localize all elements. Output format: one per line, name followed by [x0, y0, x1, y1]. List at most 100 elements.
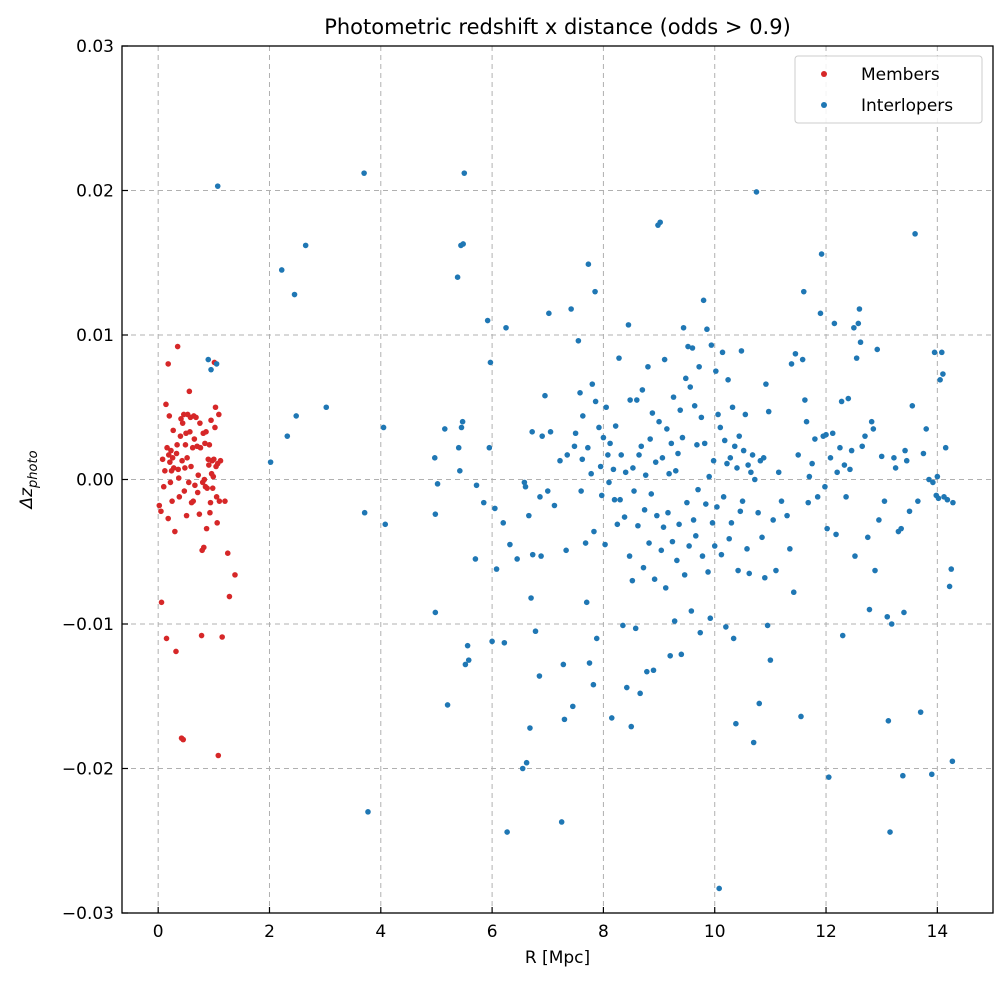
point-interlopers: [920, 450, 927, 457]
x-tick-label: 4: [375, 922, 386, 942]
point-interlopers: [788, 361, 795, 367]
point-interlopers: [662, 585, 669, 591]
point-interlopers: [667, 652, 674, 659]
point-interlopers: [649, 410, 656, 416]
point-interlopers: [537, 494, 543, 500]
point-interlopers: [522, 483, 529, 490]
point-interlopers: [665, 509, 671, 516]
point-interlopers: [884, 613, 891, 620]
point-interlopers: [464, 642, 471, 649]
point-members: [212, 404, 219, 411]
point-interlopers: [790, 589, 797, 596]
point-interlopers: [866, 606, 873, 613]
point-interlopers: [626, 553, 633, 559]
point-interlopers: [898, 525, 904, 532]
y-axis-label-base: Δz: [17, 487, 37, 511]
point-interlopers: [707, 615, 714, 622]
point-interlopers: [656, 418, 662, 425]
point-members: [168, 447, 174, 454]
point-interlopers: [455, 444, 462, 451]
point-members: [187, 429, 193, 435]
point-interlopers: [697, 629, 704, 636]
point-interlopers: [382, 521, 389, 528]
point-members: [163, 401, 169, 408]
point-interlopers: [666, 470, 672, 477]
point-interlopers: [648, 491, 655, 497]
legend-marker-members: [821, 71, 827, 77]
point-members: [163, 635, 170, 642]
point-interlopers: [618, 452, 625, 458]
point-interlopers: [792, 350, 799, 357]
point-interlopers: [859, 443, 866, 450]
point-interlopers: [705, 569, 711, 575]
point-interlopers: [857, 339, 864, 346]
point-members: [211, 456, 217, 463]
point-members: [198, 632, 205, 639]
point-interlopers: [444, 702, 451, 708]
point-interlopers: [432, 609, 439, 616]
point-members: [217, 457, 224, 464]
point-interlopers: [848, 447, 855, 454]
point-interlopers: [917, 709, 924, 715]
point-interlopers: [868, 418, 875, 425]
point-members: [203, 429, 209, 435]
point-interlopers: [365, 809, 371, 815]
point-interlopers: [660, 524, 667, 530]
point-interlopers: [937, 376, 943, 383]
point-interlopers: [454, 274, 461, 281]
point-members: [215, 752, 222, 759]
point-interlopers: [878, 453, 885, 460]
point-interlopers: [764, 622, 771, 629]
point-members: [214, 520, 220, 526]
point-interlopers: [654, 512, 660, 519]
point-members: [202, 440, 208, 447]
point-members: [158, 508, 164, 515]
point-interlopers: [864, 534, 871, 541]
point-interlopers: [688, 608, 695, 614]
point-members: [158, 599, 165, 606]
point-interlopers: [681, 572, 688, 578]
point-interlopers: [572, 430, 579, 437]
point-interlopers: [551, 502, 558, 509]
point-interlopers: [578, 488, 584, 494]
point-interlopers: [775, 469, 782, 476]
point-interlopers: [687, 384, 694, 390]
point-interlopers: [460, 241, 466, 247]
point-members: [165, 452, 172, 458]
point-members: [206, 462, 212, 468]
point-members: [195, 472, 202, 478]
point-interlopers: [806, 473, 813, 480]
point-interlopers: [767, 657, 774, 663]
point-interlopers: [798, 713, 804, 720]
point-interlopers: [851, 324, 857, 331]
point-interlopers: [711, 543, 718, 549]
point-interlopers: [892, 465, 899, 471]
point-interlopers: [644, 668, 650, 675]
point-interlopers: [486, 444, 493, 451]
point-interlopers: [570, 703, 576, 710]
point-interlopers: [773, 567, 779, 574]
axis-ticks: 0 2 4 6 8 10 12 14 −0.03 −0.02 −0.01 0.00 0.01 0.02 0.…: [62, 37, 948, 942]
point-interlopers: [755, 509, 761, 516]
point-interlopers: [431, 455, 438, 461]
point-members: [177, 433, 184, 439]
point-interlopers: [931, 349, 938, 356]
x-axis-label: R [Mpc]: [525, 948, 590, 968]
point-members: [216, 498, 223, 504]
point-interlopers: [361, 509, 368, 516]
point-members: [210, 473, 217, 480]
point-interlopers: [630, 465, 636, 471]
point-interlopers: [862, 433, 868, 439]
point-interlopers: [750, 739, 757, 746]
point-members: [169, 498, 175, 504]
point-interlopers: [591, 528, 597, 535]
point-members: [170, 427, 177, 434]
point-interlopers: [831, 320, 838, 327]
point-interlopers: [870, 426, 877, 432]
point-interlopers: [577, 390, 583, 396]
point-interlopers: [770, 517, 776, 523]
point-interlopers: [647, 436, 653, 442]
point-interlopers: [472, 556, 479, 562]
